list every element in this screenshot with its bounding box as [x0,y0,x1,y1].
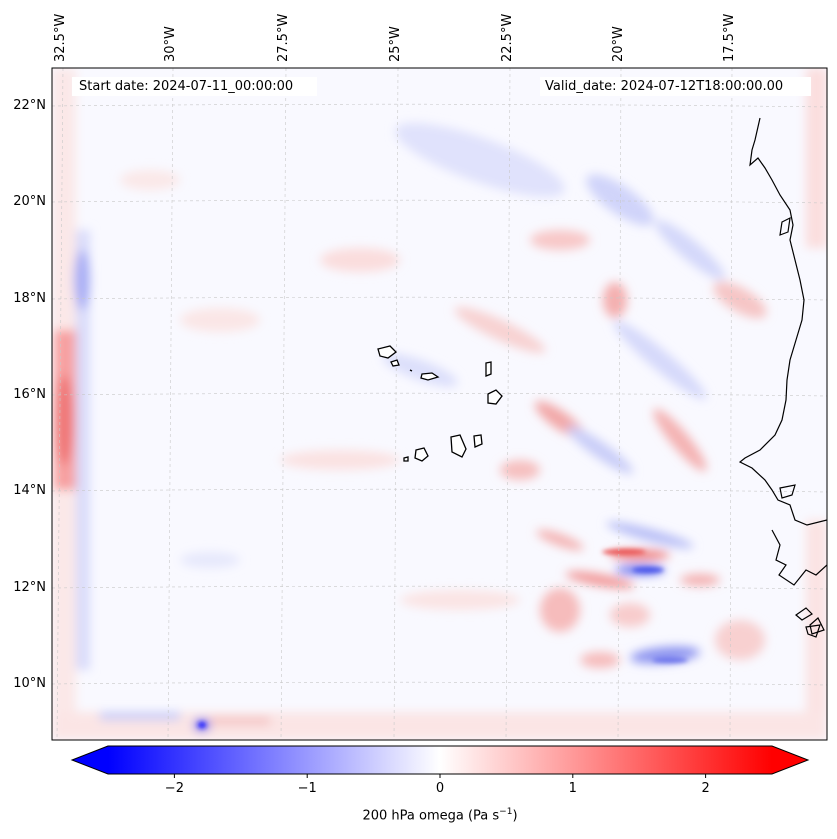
colorbar [70,745,810,778]
lat-label-10N: 10°N [13,676,46,691]
lat-label-14N: 14°N [13,483,46,498]
colorbar-extend-min [72,746,108,774]
lon-label-17.5W: 17.5°W [722,13,737,62]
lat-label-18N: 18°N [13,291,46,306]
omega-fine [198,549,688,728]
colorbar-extend-max [772,746,808,774]
colorbar-outline [70,745,810,775]
colorbar-tick-label: −2 [164,781,184,796]
colorbar-tick-label: 2 [701,781,710,796]
cape-verde-islands [377,345,503,462]
start-date-label: Start date: 2024-07-11_00:00:00 [72,77,317,96]
lon-label-27.5W: 27.5°W [276,13,291,62]
valid-date-label: Valid_date: 2024-07-12T18:00:00.00 [540,77,811,96]
coastlines [738,117,827,638]
lat-label-16N: 16°N [13,387,46,402]
colorbar-label: 200 hPa omega (Pa s−1) [362,807,518,824]
colorbar-tick-label: −1 [297,781,317,796]
lon-label-25W: 25°W [388,26,403,62]
lon-label-30W: 30°W [163,26,178,62]
colorbar-tickmarks [173,774,707,778]
lat-label-22N: 22°N [13,98,46,113]
omega-field [52,68,827,740]
colorbar-tick-label: 1 [568,781,577,796]
lon-label-20W: 20°W [611,26,626,62]
colorbar-tick-label: 0 [435,781,445,796]
colorbar-gradient [108,746,772,774]
lon-label-22.5W: 22.5°W [500,13,515,62]
gridlines [52,68,827,740]
lon-label-32.5W: 32.5°W [53,13,68,62]
lat-label-12N: 12°N [13,580,46,595]
map-frame [51,67,828,741]
lat-label-20N: 20°N [13,194,46,209]
